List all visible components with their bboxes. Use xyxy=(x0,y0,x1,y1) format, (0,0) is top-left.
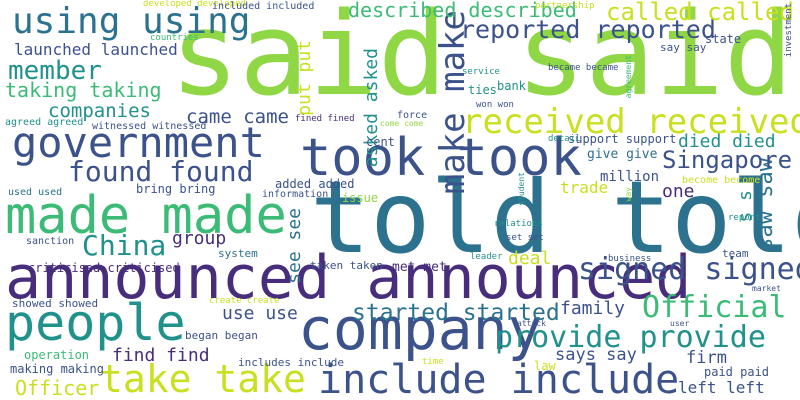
word-includes: includes include xyxy=(238,356,344,369)
word-used: used used xyxy=(8,187,63,198)
word-called: called called xyxy=(606,0,794,26)
word-government: government xyxy=(12,118,265,167)
word-user: user xyxy=(670,319,690,328)
word-put: put put xyxy=(294,40,315,116)
word-asked: asked asked xyxy=(361,48,382,168)
word-force: force xyxy=(397,110,428,121)
word-operation: operation xyxy=(24,348,90,362)
word-set: set set xyxy=(506,233,544,243)
word-died: died died xyxy=(678,131,776,152)
word-issue: issue xyxy=(342,191,379,205)
word-company: company xyxy=(298,295,543,363)
word-received: received received xyxy=(462,102,800,142)
word-investment: investment xyxy=(784,3,794,58)
word-fined: fined fined xyxy=(295,114,355,124)
word-come: come come xyxy=(380,119,424,128)
word-give: give give xyxy=(587,147,658,162)
word-take: take take xyxy=(100,357,306,400)
word-witnessed: witnessed witnessed xyxy=(92,121,207,132)
word-support: support support xyxy=(568,132,677,146)
word-developed: developed developed xyxy=(143,0,246,9)
word-reported: reported reported xyxy=(460,15,716,44)
word-became: became became xyxy=(548,63,619,73)
word-agreed: agreed agreed xyxy=(5,117,84,128)
word-took: took took xyxy=(300,128,582,188)
word-use: use use xyxy=(222,303,298,324)
word-bring: bring bring xyxy=(136,182,216,196)
word-state: state xyxy=(705,32,742,46)
word-member: member xyxy=(8,56,102,86)
word-million: million xyxy=(600,169,660,185)
word-one: one xyxy=(662,181,695,202)
word-way: way xyxy=(624,187,633,202)
word-told: told told xyxy=(310,159,800,276)
word-met: met met xyxy=(392,260,447,275)
word-market: market xyxy=(752,284,781,293)
word-attack: attack xyxy=(517,319,546,328)
word-trade: trade xyxy=(560,178,609,197)
word-partnership: partnership xyxy=(535,1,595,11)
word-time: time xyxy=(422,357,444,367)
word-countries: countries xyxy=(150,33,199,43)
word-companies: companies xyxy=(48,100,151,122)
word-find: find find xyxy=(112,345,210,366)
word-found: found found xyxy=(68,155,254,188)
word-information: information xyxy=(262,189,329,200)
word-ties: ties xyxy=(468,83,497,97)
word-detail: detail xyxy=(548,134,581,144)
word-singapore: Singapore xyxy=(662,146,793,174)
word-business: business xyxy=(608,254,652,264)
word-made: made made xyxy=(5,186,287,246)
word-added: added added xyxy=(275,177,355,191)
word-taken: taken taken xyxy=(310,259,383,272)
word-officer: Officer xyxy=(15,376,100,400)
word-cent: cent xyxy=(366,135,395,149)
word-began: began began xyxy=(185,329,258,342)
word-sanction: sanction xyxy=(26,236,75,247)
word-taking: taking taking xyxy=(5,78,162,102)
word-law: law xyxy=(534,359,556,373)
word-system: system xyxy=(218,247,258,260)
word-family: family xyxy=(560,298,626,319)
word-paid: paid paid xyxy=(704,365,770,379)
word-include: include include xyxy=(318,357,680,400)
word-started: started started xyxy=(352,300,560,326)
word-included: included included xyxy=(212,1,315,12)
word-provide: provide provide xyxy=(495,320,766,355)
word-described: described described xyxy=(348,0,577,22)
word-official: Official xyxy=(642,290,787,325)
word-criticised: criticised criticised xyxy=(28,261,180,275)
word-china: China xyxy=(82,229,167,262)
word-announced: announced announced xyxy=(5,243,692,313)
word-see: see see xyxy=(284,208,305,284)
word-bank: bank xyxy=(497,79,526,93)
word-agreement: agreement xyxy=(624,55,633,99)
word-launched: launched launched xyxy=(14,40,178,59)
word-relations: relations xyxy=(494,219,543,229)
word-become: become become xyxy=(682,175,761,186)
word-left: left left xyxy=(678,378,765,397)
word-deal: deal xyxy=(508,248,552,269)
word-report: report xyxy=(728,213,761,223)
word-making: making making xyxy=(10,362,104,376)
word-using: using using xyxy=(12,1,251,42)
word-student: student xyxy=(517,172,526,206)
word-team: team xyxy=(722,247,749,260)
word-came: came came xyxy=(186,106,289,128)
word-service: service xyxy=(462,67,500,77)
word-signed: signed signed xyxy=(578,252,800,287)
word-showed: showed showed xyxy=(12,297,99,310)
word-leader: leader xyxy=(470,252,503,262)
word-won: won won xyxy=(476,100,514,110)
word-people: people xyxy=(5,294,186,352)
word-says: says say xyxy=(555,345,637,365)
word-create: create create xyxy=(209,296,280,306)
word-firm: firm xyxy=(686,348,727,368)
word-group: group xyxy=(172,228,227,249)
word-say: say say xyxy=(660,41,707,54)
word-said: said said xyxy=(170,0,794,122)
